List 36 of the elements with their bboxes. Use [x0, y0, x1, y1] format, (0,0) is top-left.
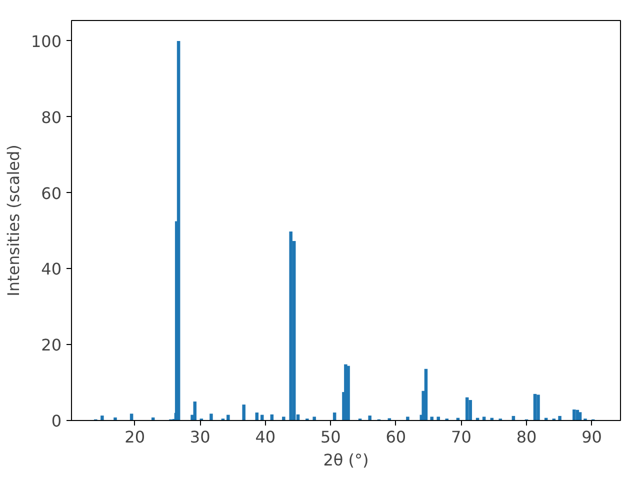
bar	[226, 414, 230, 420]
bar	[100, 416, 104, 420]
bar	[242, 404, 246, 420]
bar	[558, 416, 562, 420]
x-tick-label: 50	[320, 428, 341, 446]
bar	[424, 368, 428, 420]
bar	[533, 394, 537, 420]
x-tick-label: 70	[451, 428, 472, 446]
y-tick-label: 20	[41, 336, 62, 355]
x-axis-title: 2θ (°)	[323, 450, 369, 470]
bar	[368, 416, 372, 420]
bar	[282, 416, 286, 420]
bar	[430, 416, 434, 420]
bar	[572, 409, 576, 420]
y-tick-label: 80	[41, 108, 62, 127]
x-tick-label: 40	[255, 428, 276, 446]
bar	[468, 400, 472, 420]
y-tick-label: 60	[41, 184, 62, 203]
bar	[346, 366, 350, 420]
bar	[406, 416, 410, 420]
x-tick-label: 60	[386, 428, 406, 446]
bar	[289, 232, 292, 420]
bar	[536, 394, 540, 420]
y-tick-label: 40	[41, 260, 62, 279]
y-axis-title: Intensities (scaled)	[4, 144, 23, 296]
y-tick-label: 100	[30, 32, 62, 51]
y-tick-label: 0	[51, 412, 62, 430]
x-tick-label: 20	[124, 428, 145, 446]
x-tick-label: 90	[582, 428, 602, 446]
x-tick-label: 30	[190, 428, 210, 446]
bar	[210, 414, 213, 420]
bar	[436, 416, 440, 420]
x-tick-label: 80	[516, 428, 537, 446]
bar	[312, 416, 316, 420]
bar	[176, 40, 180, 420]
bar	[193, 402, 197, 420]
